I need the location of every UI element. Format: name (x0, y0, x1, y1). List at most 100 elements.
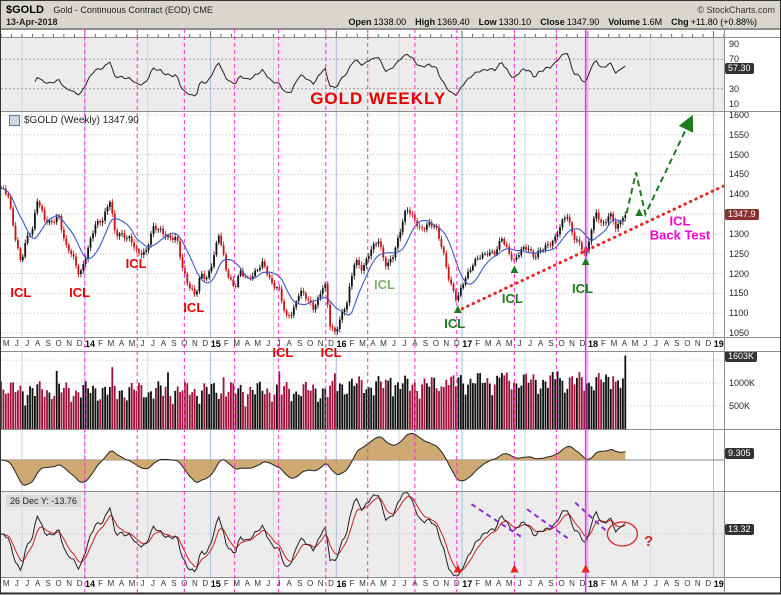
x-axis-label: A (412, 579, 418, 588)
quote-volume: Volume 1.6M (608, 16, 662, 28)
x-axis-label: O (432, 579, 439, 588)
oscillator-panel-top: 90 70 30 10 57.30 (1, 37, 780, 111)
x-axis-label: F (601, 579, 606, 588)
x-axis-label: O (684, 339, 691, 348)
x-axis-label: N (317, 579, 324, 588)
quote-date: 13-Apr-2018 (6, 17, 58, 27)
x-axis-label: 17 (462, 339, 473, 349)
chg-value: +11.80 (+0.88%) (690, 17, 757, 27)
x-axis-label: D (76, 579, 83, 588)
price-series-label-text: $GOLD (Weekly) 1347.90 (24, 115, 139, 126)
x-axis-label: J (643, 579, 648, 588)
x-axis-label: N (191, 579, 198, 588)
x-axis-label: D (328, 339, 334, 348)
rsi-canvas (1, 37, 724, 111)
x-axis-label: J (391, 339, 396, 348)
x-axis-label: 14 (85, 579, 96, 589)
x-axis-label: D (453, 579, 460, 588)
last-value-badge: 9.305 (725, 448, 754, 460)
x-axis-label: O (432, 339, 439, 348)
x-axis-label: 15 (210, 579, 221, 589)
candlestick-canvas (1, 111, 724, 337)
volume-label: Volume (608, 17, 641, 27)
x-axis-label: F (475, 339, 481, 348)
x-axis-label: N (66, 579, 72, 588)
ohlc-quote: Open 1338.00 High 1369.40 Low 1330.10 Close… (349, 16, 757, 28)
x-axis-label: N (694, 339, 701, 348)
x-axis-label: J (25, 579, 30, 588)
symbol-group: $GOLD Gold - Continuous Contract (EOD) C… (6, 3, 213, 16)
x-axis-label: 15 (210, 339, 221, 349)
x-axis-label: J (276, 339, 281, 348)
x-axis-label: M (107, 339, 115, 348)
axis-tick-label: 1150 (729, 288, 749, 299)
x-axis-label: O (558, 579, 565, 588)
x-axis-label: A (35, 339, 41, 348)
axis-spacer (724, 337, 780, 351)
axis-tick-label: 90 (729, 39, 740, 50)
x-axis-label: F (98, 579, 103, 588)
x-axis-label: M (505, 579, 513, 588)
axis-tick-label: 500K (729, 401, 751, 412)
x-axis-label: F (349, 339, 355, 348)
x-axis-label: O (684, 579, 691, 588)
x-axis-label: J (402, 339, 407, 348)
cycle-canvas (1, 491, 724, 577)
x-axis-label: J (517, 339, 522, 348)
axis-tick-label: 1200 (729, 268, 750, 279)
x-axis-label: O (181, 579, 188, 588)
momentum-axis: 9.305 (724, 429, 780, 491)
axis-tick-label: 70 (729, 54, 740, 65)
open-label: Open (348, 17, 372, 27)
x-axis-label: A (496, 579, 502, 588)
x-axis-label: A (537, 339, 544, 348)
x-axis-label: J (140, 339, 145, 348)
x-axis-label: M (254, 339, 262, 348)
x-axis-label: D (705, 579, 712, 588)
x-axis-label: 14 (85, 339, 96, 349)
date-axis-strip-1: M J J A S O N D 14 F M A M J J A S O N D 15 F M A M J J A S O N D 16 F M A M… (1, 337, 780, 351)
price-series-label: $GOLD (Weekly) 1347.90 (9, 115, 139, 126)
x-axis-label: A (35, 579, 41, 588)
volume-axis: 1000K 500K 1603K (724, 351, 780, 429)
x-axis-label: 16 (336, 579, 347, 589)
x-axis-label: 17 (462, 579, 473, 589)
x-axis-label: M (359, 339, 366, 348)
x-axis-label: N (694, 579, 701, 588)
x-axis-label: M (610, 579, 618, 588)
axis-tick-label: 1050 (729, 328, 750, 339)
axis-tick-label: 1000K (729, 378, 756, 389)
x-axis-label: M (610, 339, 618, 348)
axis-tick-label: 1600 (729, 109, 750, 120)
x-axis-label: M (2, 339, 10, 348)
x-axis-label: A (496, 339, 502, 348)
x-axis-label: J (276, 579, 281, 588)
momentum-canvas (1, 429, 724, 491)
x-axis-label: J (653, 579, 658, 588)
x-axis-label: A (244, 579, 250, 588)
x-axis-label: S (171, 579, 177, 588)
x-axis-label: F (223, 579, 229, 588)
x-axis-label: M (505, 339, 513, 348)
price-axis: 1600155015001450140013501300125012001150… (724, 109, 780, 339)
x-axis-label: M (128, 579, 136, 588)
last-value-badge: 1347.9 (725, 208, 759, 220)
x-axis-label: O (306, 579, 314, 588)
x-axis-label: J (150, 579, 155, 588)
axis-tick-label: 1500 (729, 149, 750, 160)
x-axis-label: D (202, 339, 209, 348)
symbol: $GOLD (6, 4, 44, 16)
x-axis-label: O (558, 339, 565, 348)
x-axis-label: F (223, 339, 229, 348)
chart-header: $GOLD Gold - Continuous Contract (EOD) C… (1, 1, 780, 29)
axis-tick-label: 1300 (729, 228, 750, 239)
cycle-count-label: 26 Dec Y: -13.76 (6, 495, 81, 507)
x-axis-label: A (160, 339, 167, 348)
x-axis-label: M (631, 579, 639, 588)
x-axis-label: O (55, 339, 62, 348)
x-axis-label: J (25, 339, 30, 348)
x-axis-label: S (45, 579, 51, 588)
x-axis-label: N (66, 339, 72, 348)
x-axis-label: M (233, 339, 241, 348)
axis-tick-label: 30 (729, 83, 740, 94)
